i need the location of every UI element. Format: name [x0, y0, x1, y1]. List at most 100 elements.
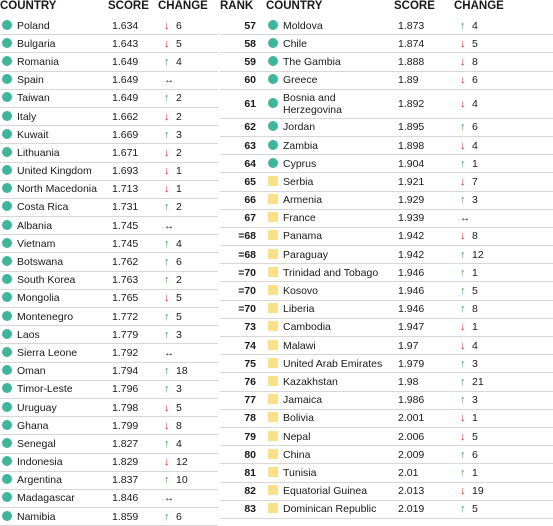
- change-cell: ↑ 18: [158, 362, 218, 381]
- teal-circle-icon: [2, 110, 12, 121]
- score-cell: 1.837: [108, 471, 158, 490]
- yellow-square-icon: [268, 175, 278, 186]
- header-row-left: COUNTRY SCORE CHANGE: [0, 0, 218, 17]
- table-row: 80 China 2.009 ↑ 6: [220, 445, 553, 465]
- rank-cell: 58: [220, 34, 266, 54]
- table-row: Vietnam 1.745 ↑ 4: [0, 234, 218, 254]
- change-value: 1: [472, 157, 478, 170]
- arrow-down-icon: ↓: [460, 37, 466, 50]
- country-cell: The Gambia: [266, 52, 394, 72]
- change-value: 12: [472, 248, 484, 261]
- country-name: Italy: [17, 110, 37, 123]
- change-value: 5: [472, 37, 478, 50]
- rank-cell: 82: [220, 482, 266, 501]
- change-cell: ↑ 4: [158, 52, 218, 72]
- country-name: Mongolia: [17, 292, 60, 305]
- country-name: Zambia: [283, 139, 319, 152]
- change-cell: ↑ 6: [158, 507, 218, 526]
- score-cell: 1.98: [394, 372, 454, 392]
- country-name: Kosovo: [283, 285, 319, 298]
- country-name: North Macedonia: [17, 183, 97, 196]
- change-cell: ↑ 3: [158, 325, 218, 345]
- country-cell: Chile: [266, 34, 394, 54]
- country-cell: Tunisia: [266, 463, 394, 483]
- rank-cell: 63: [220, 136, 266, 156]
- table-row: Uruguay 1.798 ↓ 5: [0, 398, 218, 418]
- arrow-up-icon: ↑: [164, 365, 170, 378]
- country-name: Uruguay: [17, 401, 57, 414]
- rank-cell: 79: [220, 427, 266, 447]
- country-cell: Dominican Republic: [266, 500, 394, 519]
- country-name: Indonesia: [17, 456, 63, 469]
- country-cell: Ghana: [0, 416, 108, 436]
- rank-cell: =70: [220, 281, 266, 301]
- change-cell: ↓ 5: [158, 398, 218, 418]
- yellow-square-icon: [268, 248, 278, 259]
- country-cell: Vietnam: [0, 234, 108, 254]
- change-value: 1: [472, 412, 478, 425]
- score-cell: 1.649: [108, 52, 158, 72]
- score-cell: 2.01: [394, 463, 454, 483]
- rank-cell: 67: [220, 209, 266, 228]
- arrow-up-icon: ↑: [164, 201, 170, 214]
- arrow-up-icon: ↑: [460, 248, 466, 261]
- score-cell: 1.829: [108, 453, 158, 472]
- teal-circle-icon: [2, 165, 12, 176]
- change-cell: ↓ 1: [158, 162, 218, 181]
- change-cell: ↔: [158, 216, 218, 236]
- table-row: 59 The Gambia 1.888 ↓ 8: [220, 52, 553, 72]
- change-value: 4: [472, 19, 478, 32]
- score-cell: 1.731: [108, 198, 158, 218]
- change-value: 10: [176, 474, 188, 487]
- change-value: 4: [176, 237, 182, 250]
- score-cell: 2.009: [394, 445, 454, 465]
- table-row: 64 Cyprus 1.904 ↑ 1: [220, 154, 553, 174]
- change-value: 8: [472, 55, 478, 68]
- table-row: 61 Bosnia and Herzegovina 1.892 ↓ 4: [220, 89, 553, 119]
- change-value: 8: [472, 303, 478, 316]
- country-name: Bosnia and Herzegovina: [283, 91, 342, 116]
- table-row: Poland 1.634 ↓ 6: [0, 17, 218, 36]
- score-cell: 1.649: [108, 71, 158, 90]
- arrow-down-icon: ↓: [164, 146, 170, 159]
- score-cell: 1.895: [394, 118, 454, 137]
- country-cell: South Korea: [0, 271, 108, 290]
- table-row: Namibia 1.859 ↑ 6: [0, 507, 218, 526]
- arrow-up-icon: ↑: [460, 19, 466, 32]
- teal-circle-icon: [268, 157, 278, 168]
- table-row: 77 Jamaica 1.986 ↑ 3: [220, 391, 553, 410]
- yellow-square-icon: [268, 503, 278, 514]
- country-cell: Italy: [0, 107, 108, 127]
- arrow-down-icon: ↓: [164, 165, 170, 178]
- arrow-down-icon: ↓: [164, 401, 170, 414]
- arrow-down-icon: ↓: [460, 485, 466, 498]
- table-row: Timor-Leste 1.796 ↑ 3: [0, 380, 218, 399]
- change-cell: ↓ 1: [454, 318, 553, 338]
- score-cell: 2.019: [394, 500, 454, 519]
- rank-cell: 78: [220, 409, 266, 428]
- score-cell: 1.904: [394, 154, 454, 174]
- country-cell: China: [266, 445, 394, 465]
- table-row: Oman 1.794 ↑ 18: [0, 362, 218, 381]
- country-name: Laos: [17, 328, 40, 341]
- arrow-down-icon: ↓: [460, 321, 466, 334]
- teal-circle-icon: [2, 55, 12, 66]
- arrow-up-icon: ↑: [460, 357, 466, 370]
- rank-cell: 74: [220, 336, 266, 356]
- no-change-icon: ↔: [164, 75, 174, 87]
- table-row: 78 Bolivia 2.001 ↓ 1: [220, 409, 553, 428]
- score-cell: 1.669: [108, 125, 158, 145]
- change-cell: ↑ 5: [454, 281, 553, 301]
- score-cell: 1.634: [108, 17, 158, 36]
- score-cell: 2.001: [394, 409, 454, 428]
- country-cell: Oman: [0, 362, 108, 381]
- change-cell: ↑ 12: [454, 245, 553, 265]
- table-row: =70 Kosovo 1.946 ↑ 5: [220, 281, 553, 301]
- country-name: Lithuania: [17, 146, 60, 159]
- change-value: 6: [176, 510, 182, 523]
- table-row: 81 Tunisia 2.01 ↑ 1: [220, 463, 553, 483]
- teal-circle-icon: [2, 456, 12, 467]
- country-cell: Nepal: [266, 427, 394, 447]
- teal-circle-icon: [268, 121, 278, 132]
- table-row: Kuwait 1.669 ↑ 3: [0, 125, 218, 145]
